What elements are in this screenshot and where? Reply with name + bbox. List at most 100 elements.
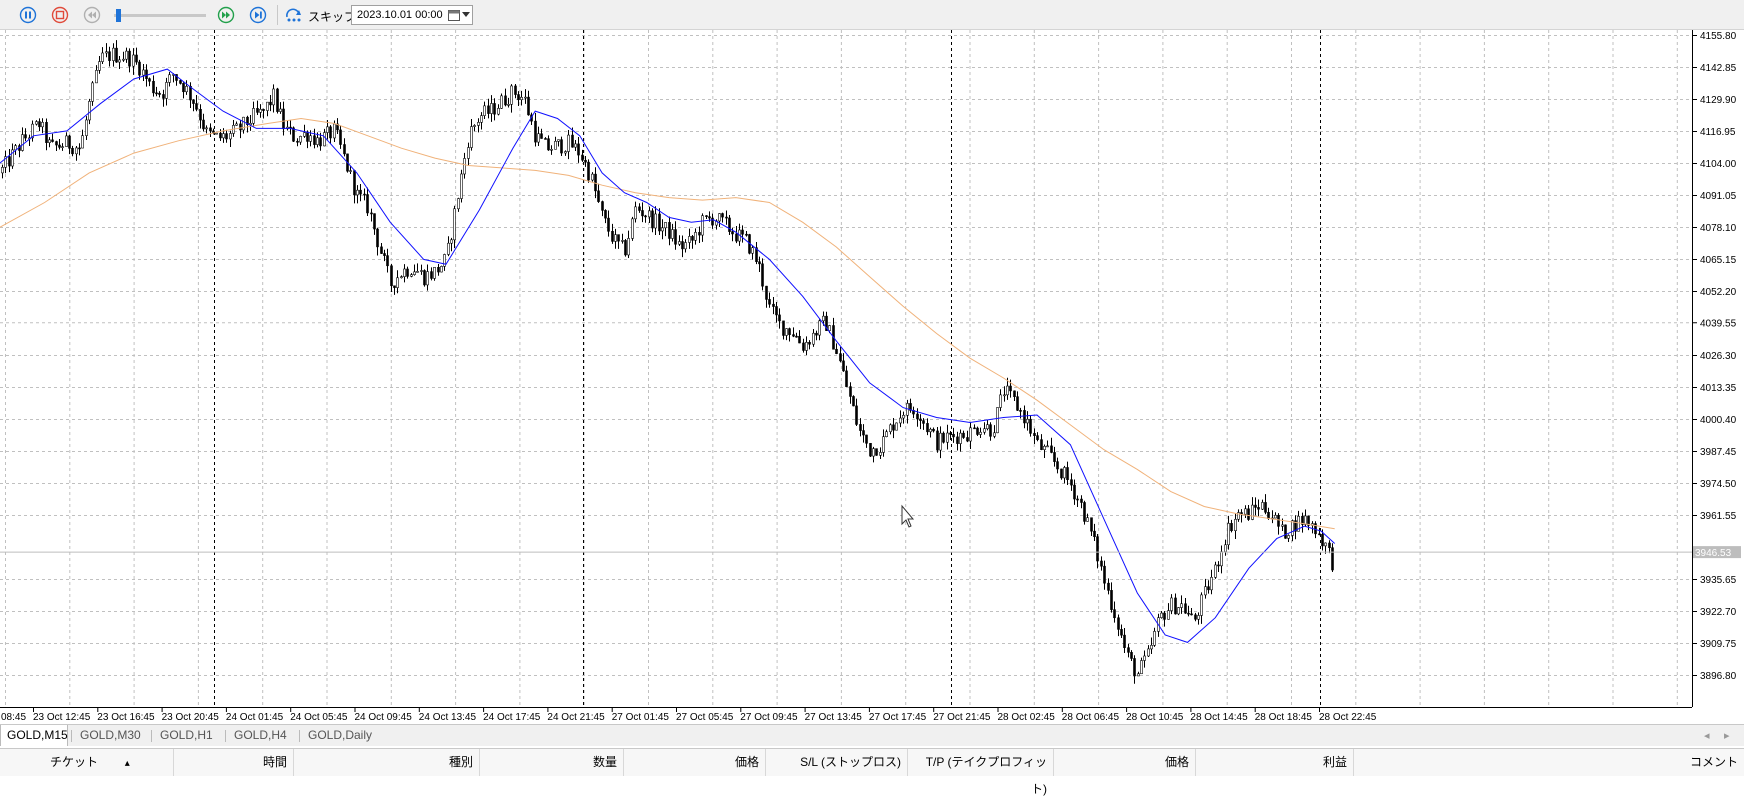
chart-canvas[interactable]: 4155.80 4142.85 4129.90 4116.95 4104.00 4091.… — [0, 30, 1744, 724]
candle-body — [916, 413, 919, 420]
column-header-profit[interactable]: 利益 — [1196, 749, 1354, 776]
candle-body — [560, 139, 563, 154]
symbol-tab-gold-m15[interactable]: GOLD,M15 — [0, 725, 68, 746]
time-tick-label: 28 Oct 18:45 — [1255, 712, 1313, 723]
candle-body — [376, 228, 379, 248]
candle-body — [550, 148, 553, 151]
chevron-down-icon[interactable] — [462, 12, 470, 17]
column-header-current-price[interactable]: 価格 — [1054, 749, 1196, 776]
candle-body — [1190, 613, 1193, 616]
candle-body — [269, 101, 272, 106]
candle-body — [644, 215, 647, 218]
candle-body — [745, 233, 748, 236]
time-tick-label: 27 Oct 17:45 — [869, 712, 927, 723]
rewind-button[interactable] — [82, 5, 102, 25]
candle-body — [721, 213, 724, 218]
skip-date-picker[interactable]: 2023.10.01 00:00 — [351, 5, 473, 25]
candle-body — [490, 103, 493, 114]
candle-body — [1197, 615, 1200, 620]
price-chart[interactable]: 4155.80 4142.85 4129.90 4116.95 4104.00 4091.… — [0, 30, 1744, 724]
candle-body — [235, 123, 238, 126]
candle-body — [1297, 515, 1300, 532]
calendar-icon[interactable] — [448, 9, 460, 21]
column-header-time[interactable]: 時間 — [174, 749, 294, 776]
price-tick-label: 4065.15 — [1700, 255, 1737, 266]
candle-body — [1033, 433, 1036, 436]
candle-body — [952, 433, 955, 438]
candle-body — [336, 123, 339, 131]
column-header-comment[interactable]: コメント — [1354, 749, 1744, 776]
candle-body — [828, 325, 831, 331]
candle-body — [859, 424, 862, 431]
candle-body — [795, 335, 798, 338]
candle-body — [1307, 515, 1310, 526]
pause-button[interactable] — [18, 5, 38, 25]
candle-body — [189, 85, 192, 101]
candle-body — [725, 216, 728, 219]
candle-body — [1281, 524, 1284, 527]
skip-label[interactable]: スキップ — [308, 10, 357, 24]
stop-button[interactable] — [50, 5, 70, 25]
candle-body — [1120, 629, 1123, 636]
candle-body — [996, 407, 999, 434]
candle-body — [55, 141, 58, 146]
speed-slider[interactable] — [114, 9, 206, 22]
symbol-tab-gold-m30[interactable]: GOLD,M30 — [80, 728, 141, 742]
speed-slider-thumb[interactable] — [115, 9, 121, 22]
candle-body — [1016, 396, 1019, 411]
candle-body — [71, 147, 74, 155]
skip-date-value[interactable]: 2023.10.01 00:00 — [357, 9, 443, 21]
column-header-price[interactable]: 価格 — [624, 749, 766, 776]
step-forward-button[interactable] — [248, 5, 268, 25]
time-tick-label: 24 Oct 01:45 — [226, 712, 284, 723]
column-header-take-profit[interactable]: T/P (テイクプロフィット) — [908, 749, 1054, 796]
candle-body — [1224, 544, 1227, 553]
scroll-right-icon[interactable]: ▸ — [1724, 730, 1730, 742]
fast-forward-button[interactable] — [216, 5, 236, 25]
candle-body — [249, 122, 252, 125]
candle-body — [252, 108, 255, 124]
candle-body — [1324, 542, 1327, 547]
candle-body — [554, 141, 557, 150]
stop-icon — [51, 6, 69, 24]
sort-ascending-icon[interactable]: ▴ — [122, 758, 130, 769]
candle-body — [316, 137, 319, 145]
candle-body — [1180, 603, 1183, 608]
scroll-left-icon[interactable]: ◂ — [1704, 730, 1710, 742]
candle-body — [1210, 577, 1213, 591]
candle-body — [225, 133, 228, 140]
candle-body — [922, 420, 925, 424]
column-header-label: 利益 — [1322, 755, 1347, 769]
candle-body — [601, 201, 604, 211]
candle-body — [309, 135, 312, 142]
candle-body — [1130, 652, 1133, 659]
candle-body — [396, 277, 399, 288]
candle-body — [1261, 502, 1264, 510]
time-tick-label: 24 Oct 09:45 — [355, 712, 413, 723]
candle-body — [138, 61, 141, 76]
column-header-ticket[interactable]: チケット ▴ — [0, 749, 174, 776]
candle-body — [91, 82, 94, 102]
candle-body — [949, 432, 952, 435]
symbol-tab-gold-h1[interactable]: GOLD,H1 — [160, 728, 213, 742]
candle-body — [440, 266, 443, 273]
candle-body — [88, 101, 91, 121]
candle-body — [1133, 658, 1136, 677]
candle-body — [889, 424, 892, 433]
candle-body — [1167, 610, 1170, 620]
price-tick-label: 4091.05 — [1700, 191, 1737, 202]
column-header-label: 価格 — [1164, 755, 1189, 769]
candle-body — [403, 268, 406, 277]
column-header-volume[interactable]: 数量 — [480, 749, 624, 776]
candle-body — [1170, 597, 1173, 611]
candle-body — [75, 147, 78, 155]
column-header-type[interactable]: 種別 — [294, 749, 480, 776]
candle-body — [500, 95, 503, 109]
candle-body — [1207, 586, 1210, 591]
symbol-tab-gold-h4[interactable]: GOLD,H4 — [234, 728, 287, 742]
column-header-stop-loss[interactable]: S/L (ストップロス) — [766, 749, 908, 776]
skip-button[interactable] — [284, 5, 304, 25]
symbol-tab-gold-daily[interactable]: GOLD,Daily — [308, 728, 373, 742]
candle-body — [1086, 517, 1089, 522]
price-tick-label: 4078.10 — [1700, 223, 1737, 234]
